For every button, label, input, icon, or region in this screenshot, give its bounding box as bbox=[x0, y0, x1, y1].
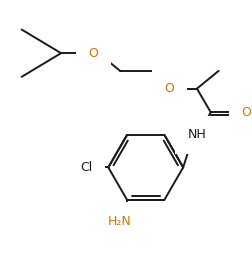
Text: H₂N: H₂N bbox=[107, 215, 131, 228]
Text: O: O bbox=[165, 82, 174, 95]
Text: NH: NH bbox=[187, 128, 206, 141]
Text: Cl: Cl bbox=[81, 161, 93, 174]
Text: O: O bbox=[89, 47, 99, 60]
Text: O: O bbox=[241, 106, 251, 119]
